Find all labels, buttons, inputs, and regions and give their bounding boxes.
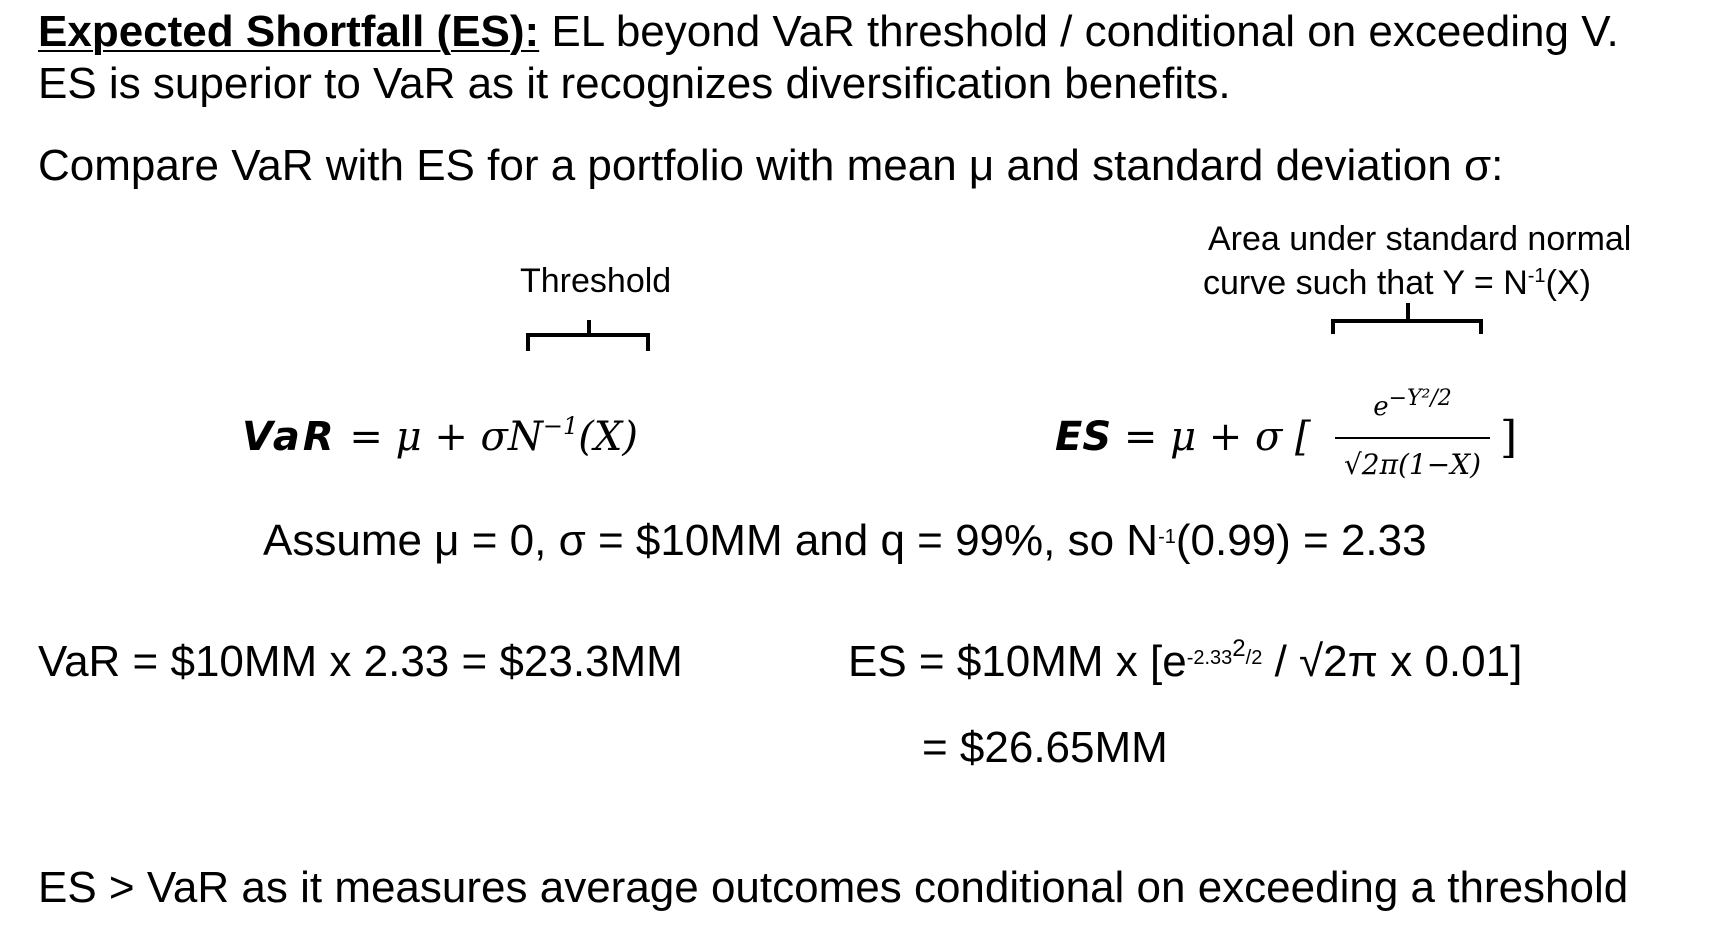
area-label-line1: Area under standard normal [1208,220,1632,258]
conclusion-line: ES > VaR as it measures average outcomes… [38,863,1629,912]
var-formula-sup: −1 [542,412,579,440]
es-fraction-line [1335,437,1490,439]
es-definition-label: Expected Shortfall (ES): [38,7,540,56]
es-definition-line: Expected Shortfall (ES): EL beyond VaR t… [38,6,1619,58]
threshold-label: Threshold [520,262,672,300]
es-denominator: √2π(1−X) [1343,448,1482,481]
var-calculation: VaR = $10MM x 2.33 = $23.3MM [38,637,683,686]
var-formula-rhs: = μ + σN [349,414,543,460]
es-superior-line: ES is superior to VaR as it recognizes d… [38,59,1231,108]
es-definition-text: EL beyond VaR threshold / conditional on… [539,7,1619,56]
var-formula: VaR = μ + σN−1(X) [242,412,638,460]
area-label-line2: curve such that Y = N-1(X) [1203,264,1591,302]
es-calculation: ES = $10MM x [e-2.332/2 / √2π x 0.01] [848,635,1523,686]
var-formula-arg: (X) [578,414,638,460]
es-numerator: e−Y²/2 [1373,386,1452,422]
es-formula-rhs: = μ + σ [ [1123,414,1311,460]
assumption-line: Assume μ = 0, σ = $10MM and q = 99%, so … [263,516,1427,565]
compare-line: Compare VaR with ES for a portfolio with… [38,141,1504,190]
es-formula-lhs: ES [1055,414,1112,460]
es-formula: ES = μ + σ [ [1055,414,1311,460]
var-formula-lhs: VaR [242,414,337,460]
es-result: = $26.65MM [922,723,1168,772]
es-close-bracket: ] [1500,412,1518,463]
